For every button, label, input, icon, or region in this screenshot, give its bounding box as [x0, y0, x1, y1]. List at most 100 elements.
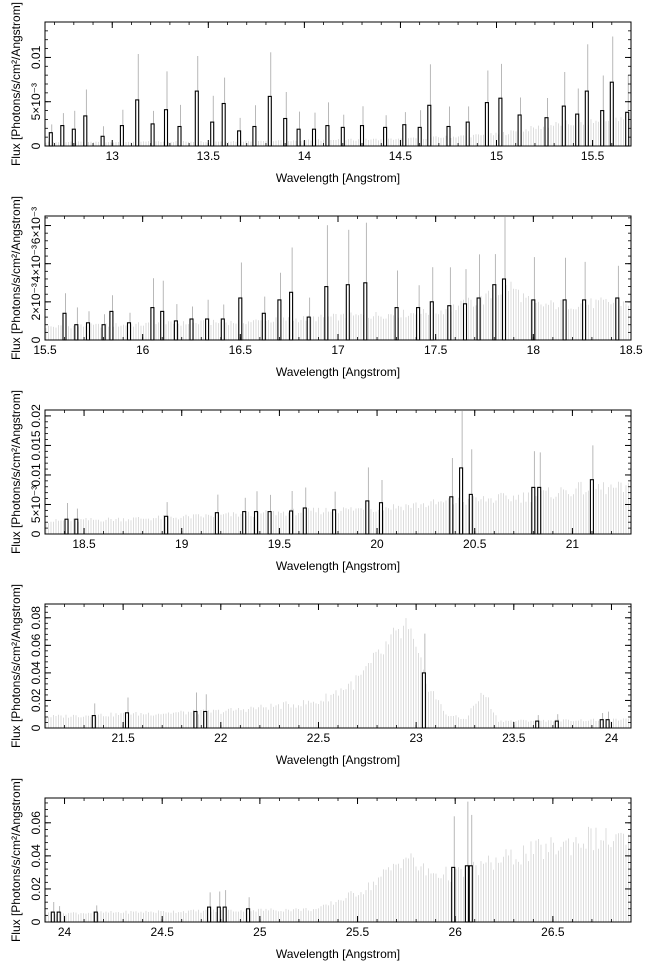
y-tick-label: 0 [29, 918, 43, 925]
x-axis-label: Wavelength [Angstrom] [276, 365, 400, 379]
data-bin [484, 102, 489, 147]
data-bin [575, 113, 580, 147]
data-bin [267, 95, 272, 147]
data-bin [345, 284, 350, 341]
data-bin [164, 515, 169, 535]
data-bin [289, 510, 294, 535]
plot-frame [44, 603, 632, 729]
y-tick-label: 0 [29, 530, 43, 537]
y-axis-label: Flux [Photons/s/cm²/Angstrom] [9, 778, 23, 942]
data-bin [135, 99, 140, 147]
data-bin [221, 102, 226, 147]
continuum-spikes [45, 826, 629, 922]
panel-5: 24 24.5 25 25.5 26 26.5 0 0.02 0.04 0.06 Wavelengt… [9, 778, 632, 961]
y-tick-label: 5×10⁻³ [29, 486, 43, 523]
data-bin [562, 299, 567, 341]
data-bin [365, 500, 370, 535]
data-bin [83, 115, 88, 147]
data-bin [451, 866, 456, 923]
data-bin [205, 318, 210, 341]
panel-1: 13 13.5 14 14.5 15 15.5 0 5×10⁻³ 0.01 Wavelength … [9, 2, 632, 185]
y-tick-label: 0.01 [29, 463, 43, 487]
x-tick-label: 24 [605, 731, 619, 745]
data-bin [311, 128, 317, 147]
data-bin [599, 719, 604, 729]
y-tick-label: 0.06 [29, 633, 43, 657]
plot-frame [44, 797, 632, 923]
data-bin [91, 715, 96, 729]
data-bin [446, 125, 451, 147]
x-tick-label: 20 [370, 537, 384, 551]
data-bin [605, 719, 610, 729]
data-bins [48, 36, 630, 147]
data-bin [544, 117, 549, 147]
y-tick-label: 0.08 [29, 606, 43, 630]
panel-4: 21.5 22 22.5 23 23.5 24 0 0.02 0.04 0.06 0.08 Wavel… [9, 584, 632, 767]
x-tick-label: 21 [566, 537, 580, 551]
data-bin [462, 303, 468, 341]
continuum-spikes [45, 618, 629, 728]
x-tick-label: 24.5 [151, 925, 175, 939]
data-bin [296, 128, 301, 147]
data-bin [517, 114, 522, 147]
data-bin [48, 132, 53, 147]
data-bin [416, 307, 421, 341]
data-bin [119, 125, 124, 147]
data-bin [465, 121, 470, 147]
data-bin [459, 467, 464, 535]
data-bin [50, 911, 55, 923]
y-tick-label: 2×10⁻³ [29, 283, 43, 320]
y-tick-label: 0 [29, 724, 43, 731]
x-tick-label: 25 [253, 925, 267, 939]
data-bin [561, 105, 566, 147]
data-bin [464, 865, 469, 923]
x-tick-label: 18 [527, 343, 541, 357]
data-bin [402, 124, 407, 147]
data-bin [60, 125, 65, 147]
data-bin [589, 479, 594, 535]
data-bin [283, 117, 288, 147]
data-bin [468, 493, 473, 535]
data-bin [242, 511, 247, 535]
data-bin [501, 278, 507, 341]
x-axis-label: Wavelength [Angstrom] [276, 171, 400, 185]
data-bins [64, 411, 594, 535]
data-bin [429, 301, 434, 341]
data-bin [359, 125, 365, 147]
data-bin [100, 135, 105, 147]
plot-frame [44, 215, 632, 341]
y-tick-label: 5×10⁻³ [29, 83, 43, 120]
data-bin [214, 512, 219, 535]
x-tick-label: 20.5 [463, 537, 487, 551]
x-axis-label: Wavelength [Angstrom] [276, 559, 400, 573]
x-tick-label: 26 [449, 925, 463, 939]
data-bin [261, 312, 266, 341]
data-bin [324, 286, 329, 341]
x-tick-label: 17 [331, 343, 345, 357]
continuum-spikes [45, 281, 629, 340]
data-bin [194, 90, 199, 147]
data-bins [50, 801, 473, 923]
data-bin [427, 104, 432, 147]
data-bin [220, 318, 225, 341]
data-bin [267, 511, 272, 535]
data-bin [531, 486, 536, 535]
x-tick-label: 15 [490, 149, 504, 163]
data-bin [600, 110, 605, 147]
data-bin [173, 320, 178, 341]
data-bin [531, 299, 536, 341]
x-tick-label: 26.5 [541, 925, 565, 939]
y-tick-label: 0.02 [29, 877, 43, 901]
data-bin [378, 502, 384, 535]
data-bin [325, 125, 330, 147]
x-tick-label: 15.5 [581, 149, 605, 163]
data-bin [252, 125, 257, 147]
data-bin [163, 109, 169, 147]
data-bin [332, 509, 337, 535]
data-bin [584, 90, 589, 147]
data-bin [253, 511, 259, 535]
y-tick-label: 0.04 [29, 661, 43, 685]
data-bin [625, 111, 630, 147]
data-bin [74, 324, 79, 341]
